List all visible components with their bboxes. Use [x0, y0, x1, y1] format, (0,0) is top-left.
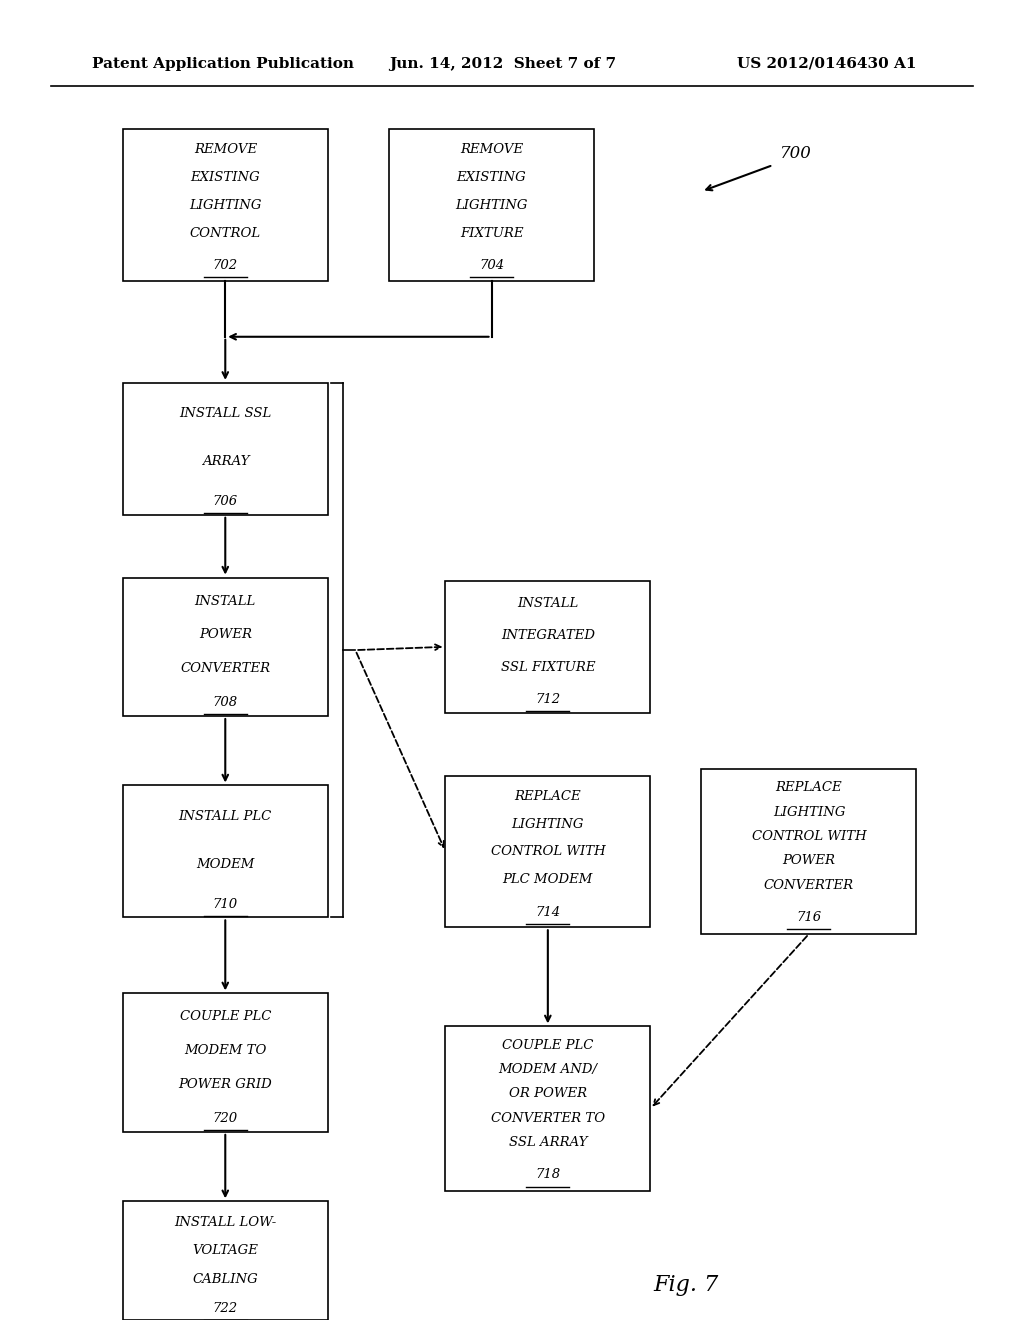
- Text: REMOVE: REMOVE: [194, 143, 257, 156]
- Text: ARRAY: ARRAY: [202, 455, 249, 469]
- Text: COUPLE PLC: COUPLE PLC: [179, 1010, 271, 1023]
- Text: SSL FIXTURE: SSL FIXTURE: [501, 661, 595, 675]
- Text: CONVERTER: CONVERTER: [764, 879, 854, 892]
- FancyBboxPatch shape: [123, 383, 328, 515]
- Text: LIGHTING: LIGHTING: [456, 199, 527, 211]
- Text: REPLACE: REPLACE: [514, 789, 582, 803]
- Text: INSTALL PLC: INSTALL PLC: [178, 809, 272, 822]
- Text: 708: 708: [213, 696, 238, 709]
- FancyBboxPatch shape: [123, 129, 328, 281]
- Text: EXISTING: EXISTING: [457, 170, 526, 183]
- Text: LIGHTING: LIGHTING: [512, 817, 584, 830]
- Text: LIGHTING: LIGHTING: [773, 805, 845, 818]
- Text: Fig. 7: Fig. 7: [653, 1274, 719, 1296]
- Text: Jun. 14, 2012  Sheet 7 of 7: Jun. 14, 2012 Sheet 7 of 7: [389, 57, 616, 71]
- FancyBboxPatch shape: [123, 578, 328, 715]
- Text: MODEM AND/: MODEM AND/: [499, 1063, 597, 1076]
- Text: REMOVE: REMOVE: [460, 143, 523, 156]
- Text: 700: 700: [780, 145, 812, 162]
- Text: PLC MODEM: PLC MODEM: [503, 874, 593, 887]
- FancyBboxPatch shape: [123, 785, 328, 917]
- Text: CABLING: CABLING: [193, 1272, 258, 1286]
- Text: INTEGRATED: INTEGRATED: [501, 630, 595, 642]
- Text: CONTROL: CONTROL: [189, 227, 261, 240]
- Text: FIXTURE: FIXTURE: [460, 227, 523, 240]
- Text: 722: 722: [213, 1302, 238, 1315]
- Text: 720: 720: [213, 1111, 238, 1125]
- Text: US 2012/0146430 A1: US 2012/0146430 A1: [737, 57, 916, 71]
- FancyBboxPatch shape: [389, 129, 594, 281]
- Text: LIGHTING: LIGHTING: [189, 199, 261, 211]
- Text: REPLACE: REPLACE: [775, 781, 843, 795]
- Text: SSL ARRAY: SSL ARRAY: [509, 1137, 587, 1150]
- Text: 710: 710: [213, 898, 238, 911]
- Text: CONTROL WITH: CONTROL WITH: [752, 830, 866, 843]
- Text: Patent Application Publication: Patent Application Publication: [92, 57, 354, 71]
- FancyBboxPatch shape: [445, 776, 650, 927]
- Text: CONVERTER: CONVERTER: [180, 663, 270, 676]
- Text: CONTROL WITH: CONTROL WITH: [490, 846, 605, 858]
- Text: 718: 718: [536, 1168, 560, 1181]
- FancyBboxPatch shape: [445, 581, 650, 713]
- Text: COUPLE PLC: COUPLE PLC: [502, 1039, 594, 1052]
- Text: CONVERTER TO: CONVERTER TO: [490, 1111, 605, 1125]
- Text: OR POWER: OR POWER: [509, 1088, 587, 1101]
- Text: INSTALL LOW-: INSTALL LOW-: [174, 1216, 276, 1229]
- Text: 714: 714: [536, 906, 560, 919]
- Text: INSTALL SSL: INSTALL SSL: [179, 407, 271, 420]
- Text: MODEM: MODEM: [196, 858, 255, 871]
- Text: 706: 706: [213, 495, 238, 508]
- Text: INSTALL: INSTALL: [195, 594, 256, 607]
- FancyBboxPatch shape: [123, 1201, 328, 1320]
- Text: INSTALL: INSTALL: [517, 597, 579, 610]
- Text: EXISTING: EXISTING: [190, 170, 260, 183]
- FancyBboxPatch shape: [445, 1027, 650, 1191]
- Text: POWER GRID: POWER GRID: [178, 1078, 272, 1092]
- Text: 704: 704: [479, 259, 504, 272]
- Text: VOLTAGE: VOLTAGE: [193, 1245, 258, 1258]
- FancyBboxPatch shape: [123, 993, 328, 1131]
- FancyBboxPatch shape: [701, 768, 916, 935]
- Text: POWER: POWER: [199, 628, 252, 642]
- Text: POWER: POWER: [782, 854, 836, 867]
- Text: MODEM TO: MODEM TO: [184, 1044, 266, 1057]
- Text: 716: 716: [797, 911, 821, 924]
- Text: 712: 712: [536, 693, 560, 706]
- Text: 702: 702: [213, 259, 238, 272]
